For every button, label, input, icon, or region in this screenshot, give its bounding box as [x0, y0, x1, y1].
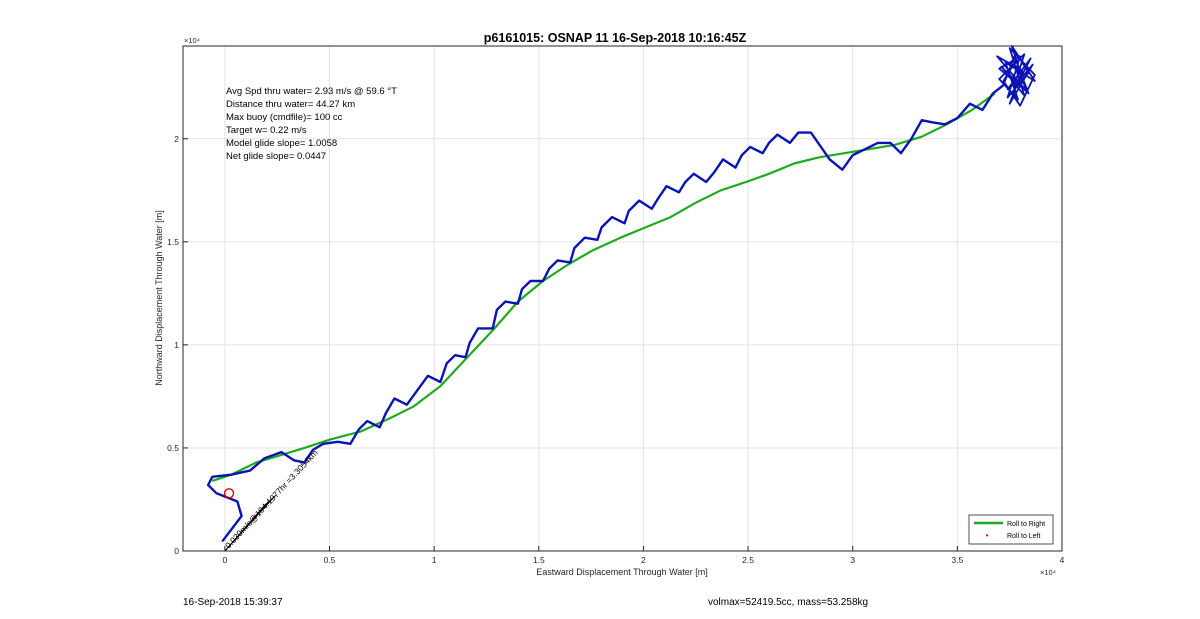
- x-tick-label: 4: [1060, 555, 1065, 565]
- annotation-block: Avg Spd thru water= 2.93 m/s @ 59.6 °T Di…: [226, 86, 397, 162]
- y-tick-label: 0: [174, 546, 179, 556]
- legend-box: [968, 514, 1054, 545]
- legend: Roll to Right • Roll to Left: [968, 514, 1054, 545]
- chart-title: p6161015: OSNAP 11 16-Sep-2018 10:16:45Z: [484, 31, 747, 45]
- x-tick-label: 2.5: [742, 555, 754, 565]
- legend-swatch-roll-left: •: [986, 531, 989, 540]
- annotation-line: Distance thru water= 44.27 km: [226, 99, 355, 110]
- annotation-line: Net glide slope= 0.0447: [226, 151, 326, 162]
- start-marker: [223, 488, 235, 499]
- annotation-line: Avg Spd thru water= 2.93 m/s @ 59.6 °T: [226, 86, 397, 97]
- footer-volmax-mass: volmax=52419.5cc, mass=53.258kg: [708, 597, 869, 608]
- x-tick-label: 3.5: [951, 555, 963, 565]
- annotation-line: Target w= 0.22 m/s: [226, 125, 307, 136]
- annotation-line: Model glide slope= 1.0058: [226, 138, 337, 149]
- legend-item-roll-left: Roll to Left: [1007, 533, 1041, 540]
- x-axis-exponent: ×10⁴: [1040, 568, 1056, 577]
- x-tick-label: 3: [850, 555, 855, 565]
- footer-timestamp: 16-Sep-2018 15:39:37: [183, 597, 283, 608]
- y-axis-exponent: ×10⁴: [184, 36, 200, 45]
- x-tick-label: 1.5: [533, 555, 545, 565]
- current-arrow-line: [224, 494, 277, 552]
- axes-frame: [182, 45, 1063, 552]
- x-tick-label: 1: [432, 555, 437, 565]
- x-axis-label: Eastward Displacement Through Water [m]: [536, 567, 708, 577]
- track-tangle: [996, 45, 1036, 107]
- tick-layer: 0 0.5 1 1.5 2 2.5 3 3.5 4 0 0.5 1 1.5 2: [167, 134, 1064, 565]
- y-tick-label: 1: [174, 340, 179, 350]
- y-tick-label: 0.5: [167, 443, 179, 453]
- annotation-line: Max buoy (cmdfile)= 100 cc: [226, 112, 343, 123]
- legend-item-roll-right: Roll to Right: [1007, 521, 1045, 528]
- track-line: [206, 83, 1005, 542]
- y-tick-label: 1.5: [167, 237, 179, 247]
- x-tick-label: 2: [641, 555, 646, 565]
- x-tick-label: 0: [222, 555, 227, 565]
- current-label: 0.030m/s@194.1977hr =3.3054km: [223, 448, 320, 551]
- y-tick-label: 2: [174, 134, 179, 144]
- y-axis-label: Northward Displacement Through Water [m]: [154, 210, 164, 386]
- x-tick-label: 0.5: [324, 555, 336, 565]
